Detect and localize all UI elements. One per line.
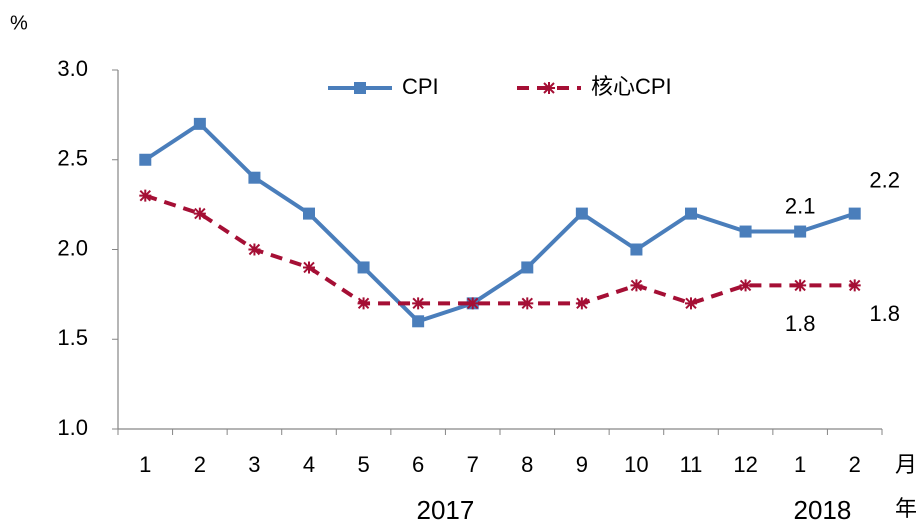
data-label: 2.2 xyxy=(869,167,900,192)
point xyxy=(248,171,261,184)
x-tick-label: 10 xyxy=(624,452,648,477)
point xyxy=(412,315,425,328)
x-tick-label: 11 xyxy=(680,452,703,477)
x-unit-month: 月 xyxy=(895,452,917,477)
point xyxy=(630,279,643,292)
x-tick-label: 5 xyxy=(357,452,369,477)
year-label: 2018 xyxy=(794,495,852,525)
x-tick-label: 2 xyxy=(194,452,206,477)
point xyxy=(739,225,752,238)
x-tick-label: 4 xyxy=(303,452,315,477)
data-label: 1.8 xyxy=(869,301,900,326)
y-tick-label: 3.0 xyxy=(57,56,88,81)
y-unit: % xyxy=(10,12,28,34)
point xyxy=(521,261,534,274)
year-label: 2017 xyxy=(417,495,475,525)
legend-label: 核心CPI xyxy=(591,74,672,99)
series-line xyxy=(144,193,855,306)
y-tick-label: 2.5 xyxy=(57,146,88,171)
point xyxy=(193,207,206,220)
x-tick-label: 7 xyxy=(467,452,479,477)
x-tick-label: 8 xyxy=(521,452,533,477)
x-tick-label: 1 xyxy=(794,452,806,477)
y-tick-label: 1.5 xyxy=(57,325,88,350)
y-tick-label: 1.0 xyxy=(57,415,88,440)
x-tick-label: 6 xyxy=(412,452,424,477)
data-label: 2.1 xyxy=(785,193,816,218)
point xyxy=(739,279,752,292)
point xyxy=(303,261,315,274)
point xyxy=(575,207,588,220)
point xyxy=(685,297,697,310)
series-line xyxy=(144,121,856,324)
point xyxy=(248,243,261,256)
x-tick-label: 12 xyxy=(733,452,757,477)
point xyxy=(630,243,643,256)
point xyxy=(139,153,152,166)
legend-marker xyxy=(543,82,555,94)
x-unit-year: 年 xyxy=(895,496,917,521)
legend-label: CPI xyxy=(402,74,439,99)
point xyxy=(848,207,861,220)
legend-marker xyxy=(354,82,366,94)
x-tick-label: 9 xyxy=(576,452,588,477)
point xyxy=(685,207,697,220)
point xyxy=(357,297,370,310)
data-label: 1.8 xyxy=(785,311,816,336)
point xyxy=(466,297,479,310)
x-tick-label: 1 xyxy=(139,452,151,477)
point xyxy=(575,297,588,310)
y-tick-label: 2.0 xyxy=(57,235,88,260)
point xyxy=(193,117,206,130)
point xyxy=(303,207,315,220)
x-tick-label: 2 xyxy=(849,452,861,477)
point xyxy=(139,189,152,202)
x-tick-label: 3 xyxy=(248,452,260,477)
point xyxy=(848,279,861,292)
point xyxy=(521,297,534,310)
point xyxy=(794,225,807,238)
point xyxy=(794,279,807,292)
point xyxy=(412,297,425,310)
point xyxy=(357,261,370,274)
